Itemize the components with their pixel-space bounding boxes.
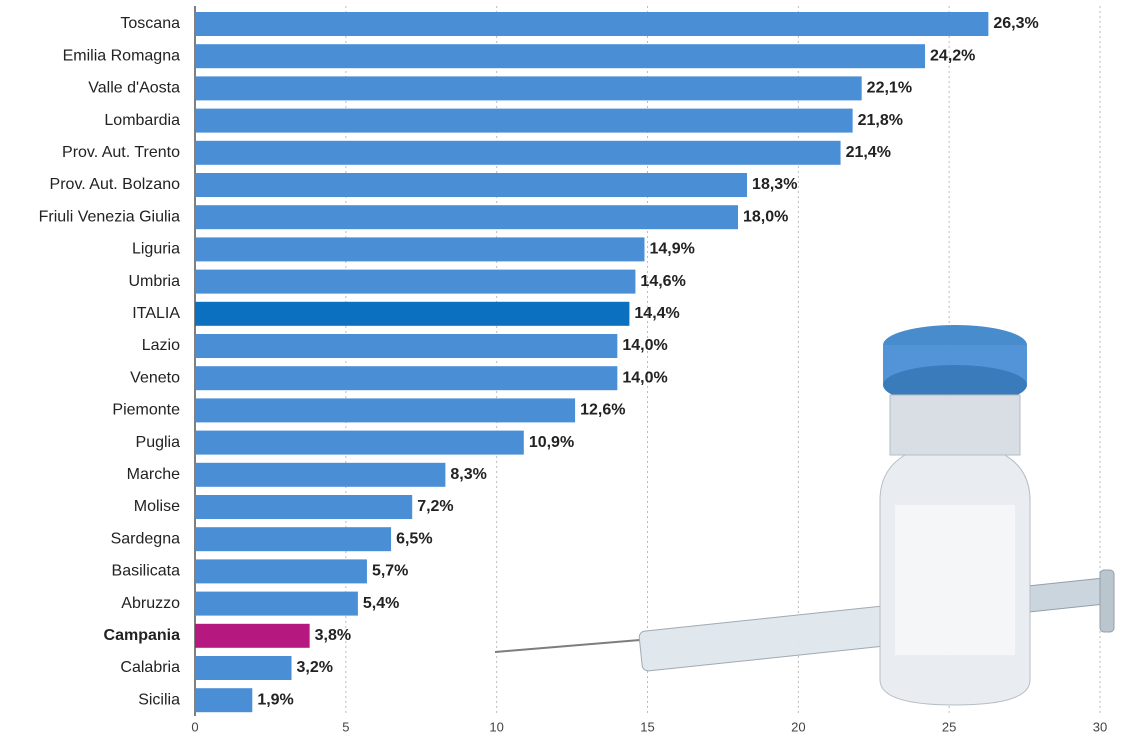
y-tick-label: Sicilia	[138, 691, 180, 708]
value-label: 21,4%	[846, 144, 891, 161]
y-tick-label: Piemonte	[112, 402, 180, 419]
value-label: 8,3%	[450, 466, 486, 483]
y-tick-label: Marche	[127, 466, 180, 483]
y-tick-label: Molise	[134, 498, 180, 515]
bar	[195, 301, 630, 326]
bar	[195, 462, 446, 487]
y-tick-label: Veneto	[130, 369, 180, 386]
bar	[195, 237, 645, 262]
value-label: 1,9%	[257, 691, 293, 708]
value-label: 3,2%	[297, 659, 333, 676]
x-tick-label: 10	[489, 719, 503, 734]
bar	[195, 173, 748, 197]
bar	[195, 559, 367, 584]
y-tick-label: Basilicata	[112, 563, 181, 580]
y-tick-label: Lombardia	[104, 112, 180, 129]
vaccine-illustration	[494, 325, 1115, 706]
y-tick-label: Calabria	[120, 659, 180, 676]
value-label: 5,4%	[363, 595, 399, 612]
bar	[195, 269, 636, 294]
x-tick-label: 0	[191, 719, 198, 734]
bar	[195, 430, 524, 455]
bar	[195, 140, 841, 165]
y-tick-label: Prov. Aut. Bolzano	[50, 176, 181, 193]
value-label: 22,1%	[867, 80, 912, 97]
y-tick-label: Sardegna	[111, 530, 180, 547]
y-tick-label: Friuli Venezia Giulia	[39, 208, 181, 225]
bar	[195, 656, 292, 680]
bar	[195, 12, 989, 36]
x-tick-label: 5	[342, 719, 349, 734]
value-label: 21,8%	[858, 112, 903, 129]
value-label: 18,3%	[752, 176, 797, 193]
bar	[195, 44, 926, 69]
value-label: 6,5%	[396, 530, 432, 547]
bar	[195, 495, 413, 519]
value-label: 14,6%	[640, 273, 685, 290]
y-tick-label: Valle d'Aosta	[88, 80, 180, 97]
value-label: 14,4%	[634, 305, 679, 322]
bar	[195, 334, 618, 358]
y-tick-label: Umbria	[128, 273, 180, 290]
value-label: 3,8%	[315, 627, 351, 644]
y-tick-label: Puglia	[136, 434, 181, 451]
value-label: 14,0%	[622, 369, 667, 386]
value-label: 14,9%	[649, 241, 694, 258]
y-tick-label: Abruzzo	[121, 595, 180, 612]
bar	[195, 108, 853, 133]
bar	[195, 688, 253, 713]
y-tick-label: Prov. Aut. Trento	[62, 144, 180, 161]
x-tick-label: 15	[640, 719, 654, 734]
y-tick-label: Emilia Romagna	[63, 47, 180, 64]
y-tick-label: Campania	[104, 627, 181, 644]
bar	[195, 398, 576, 423]
y-tick-label: Lazio	[142, 337, 180, 354]
bar	[195, 205, 738, 230]
y-tick-label: Liguria	[132, 241, 180, 258]
value-label: 10,9%	[529, 434, 574, 451]
x-tick-label: 20	[791, 719, 805, 734]
y-tick-label: Toscana	[120, 15, 180, 32]
x-tick-label: 25	[942, 719, 956, 734]
value-label: 5,7%	[372, 563, 408, 580]
value-label: 12,6%	[580, 402, 625, 419]
bar	[195, 76, 862, 101]
bar	[195, 527, 392, 552]
bar	[195, 591, 358, 616]
value-label: 24,2%	[930, 47, 975, 64]
bar	[195, 623, 310, 648]
y-tick-label: ITALIA	[132, 305, 180, 322]
value-label: 26,3%	[993, 15, 1038, 32]
value-label: 14,0%	[622, 337, 667, 354]
value-label: 18,0%	[743, 208, 788, 225]
value-label: 7,2%	[417, 498, 453, 515]
x-tick-label: 30	[1093, 719, 1107, 734]
bar	[195, 366, 618, 391]
